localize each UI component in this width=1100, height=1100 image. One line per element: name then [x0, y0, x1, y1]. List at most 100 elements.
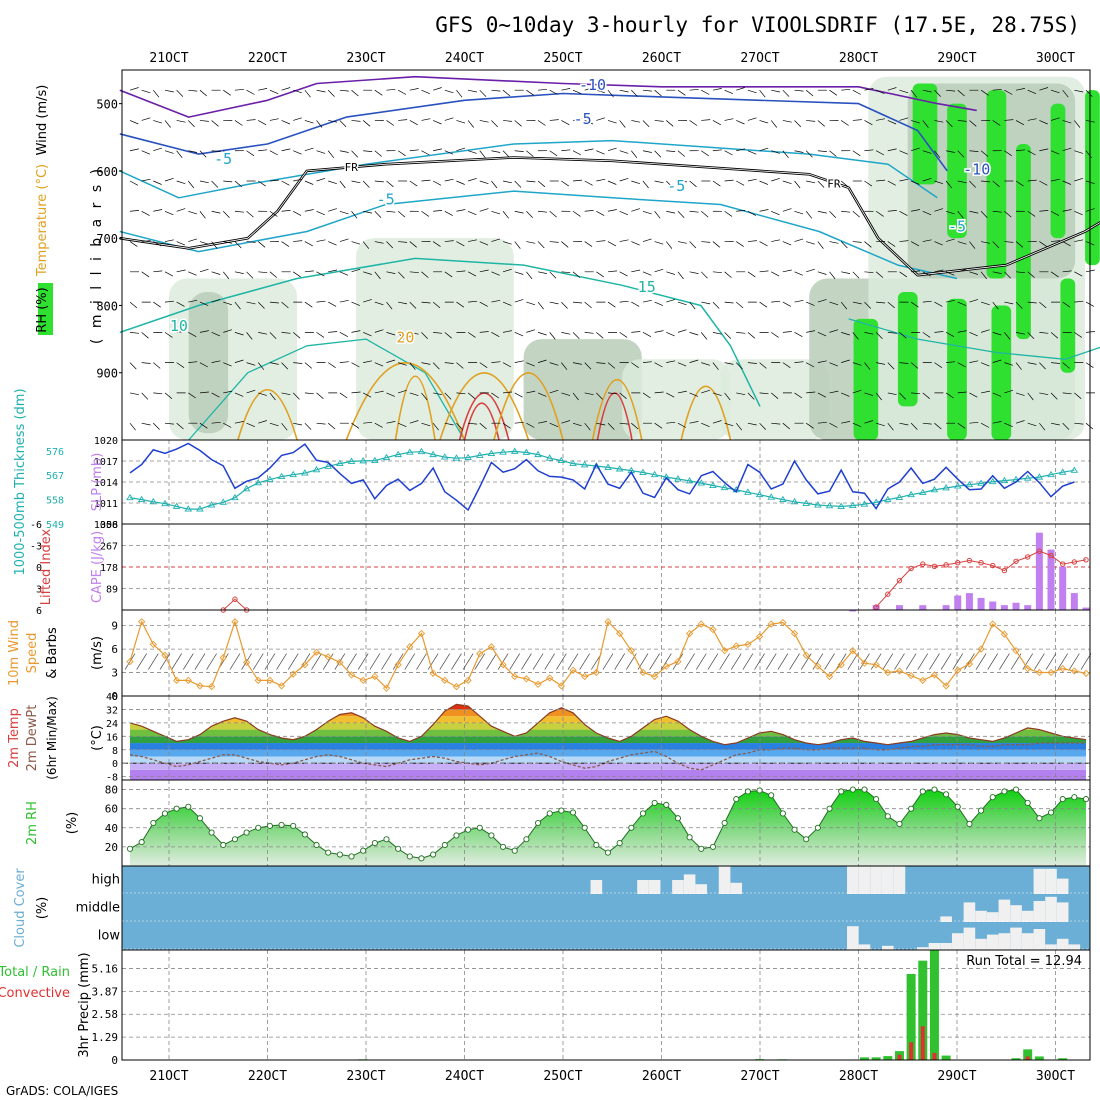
wind-barb [887, 301, 895, 309]
wind10-point [1047, 668, 1055, 677]
wind-barb [164, 177, 174, 182]
wind-barb [584, 241, 593, 247]
wind-barb [654, 150, 662, 158]
wind10-barb [789, 653, 800, 670]
wind10-point [732, 642, 740, 650]
wind-barb [735, 422, 743, 431]
wind-barb [1050, 178, 1060, 182]
wind-barb [817, 150, 827, 152]
warm-temperature-contour [439, 372, 530, 441]
lifted-index-point [908, 565, 914, 572]
upper-air-y-tick-label: 600 [96, 165, 118, 179]
wind-barb [607, 120, 617, 124]
wind-barb [829, 241, 839, 244]
wind10-point [417, 629, 426, 638]
rh2m-point [581, 824, 588, 831]
wind-barb [1074, 120, 1081, 128]
wind-barb [304, 209, 314, 212]
wind-barb [351, 268, 361, 273]
wind-barb [782, 180, 792, 185]
wind-barb [561, 420, 571, 424]
wind-barb [736, 241, 744, 247]
wind-barb [980, 211, 988, 218]
rh2m-point [954, 803, 961, 810]
wind-barb [922, 332, 931, 338]
wind-barb [456, 362, 464, 369]
wind-barb [864, 332, 874, 335]
cloud-level-label: low [98, 928, 121, 943]
wind-barb [199, 422, 208, 429]
top-x-tick-label: 27OCT [740, 51, 779, 66]
wind-barb [537, 241, 545, 249]
wind-barb [199, 180, 209, 184]
upper-air-units-label: ( m i l l i b a r s ) [89, 166, 105, 344]
wind-barb [701, 119, 711, 121]
rh2m-point [441, 841, 448, 849]
wind-barb [1015, 362, 1022, 370]
wind-barb [1074, 422, 1084, 425]
wind-barb [328, 241, 337, 246]
wind10-barb [847, 653, 859, 670]
wind10-point [172, 676, 181, 685]
wind-barb [188, 271, 197, 276]
thickness-point [207, 501, 216, 508]
wind-barb [829, 362, 838, 367]
rh2m-point [476, 824, 483, 831]
wind-barb [397, 211, 406, 218]
wind-barb [327, 362, 336, 368]
wind-barb [1027, 89, 1037, 95]
wind10-point [138, 618, 146, 626]
wind-barb [304, 180, 314, 185]
rh2m-point [896, 820, 903, 828]
rh2m-point [301, 831, 308, 838]
wind-barb [724, 150, 733, 156]
wind-barb [351, 391, 361, 394]
wind-barb [1027, 332, 1035, 340]
wind-barb [269, 392, 276, 401]
temperature-tick-label: -8 [106, 773, 118, 784]
wind10-barb [730, 653, 742, 670]
wind10-barb [532, 653, 544, 670]
cape-bar [965, 593, 973, 610]
wind-barb [456, 120, 466, 124]
thickness-point [814, 501, 822, 508]
wind-barb [199, 241, 209, 245]
wind-barb [747, 178, 757, 182]
wind-barb [794, 238, 804, 242]
thickness-point [767, 493, 776, 500]
wind-barb [234, 271, 244, 274]
wind-barb [526, 150, 534, 157]
wind-barb [992, 271, 1002, 274]
wind-barb [153, 120, 163, 124]
wind-barb [409, 420, 419, 424]
wind-barb [339, 392, 348, 399]
lifted-index-point [1025, 554, 1031, 560]
rh2m-point [604, 849, 612, 856]
wind-barb [794, 392, 803, 399]
wind-barb [281, 362, 289, 370]
wind-barb [176, 180, 186, 185]
wind10-line [129, 619, 1087, 690]
wind-barb [421, 89, 430, 95]
wind-barb [164, 120, 171, 128]
upper-air-y-tick-label: 500 [96, 98, 118, 112]
wind-barb [747, 362, 757, 364]
cape-bar [1070, 593, 1078, 610]
wind-barb [339, 210, 349, 215]
bottom-x-tick-label: 26OCT [642, 1069, 681, 1084]
wind10-barb [579, 653, 590, 670]
wind-barb [1074, 89, 1084, 93]
cloud-cover-bar [683, 874, 696, 894]
thickness-point [709, 481, 717, 488]
wind-barb [701, 301, 711, 305]
rh2m-point [744, 788, 751, 795]
wind-barb [841, 359, 850, 363]
wind-barb [1016, 271, 1026, 274]
cape-bar [1024, 605, 1032, 610]
rh2m-point [266, 822, 273, 829]
wind-barb [759, 241, 768, 247]
cloud-cover-bar [730, 882, 743, 894]
wind-barb [817, 299, 827, 303]
stability-panel [122, 523, 1090, 613]
wind10-point [511, 672, 519, 681]
